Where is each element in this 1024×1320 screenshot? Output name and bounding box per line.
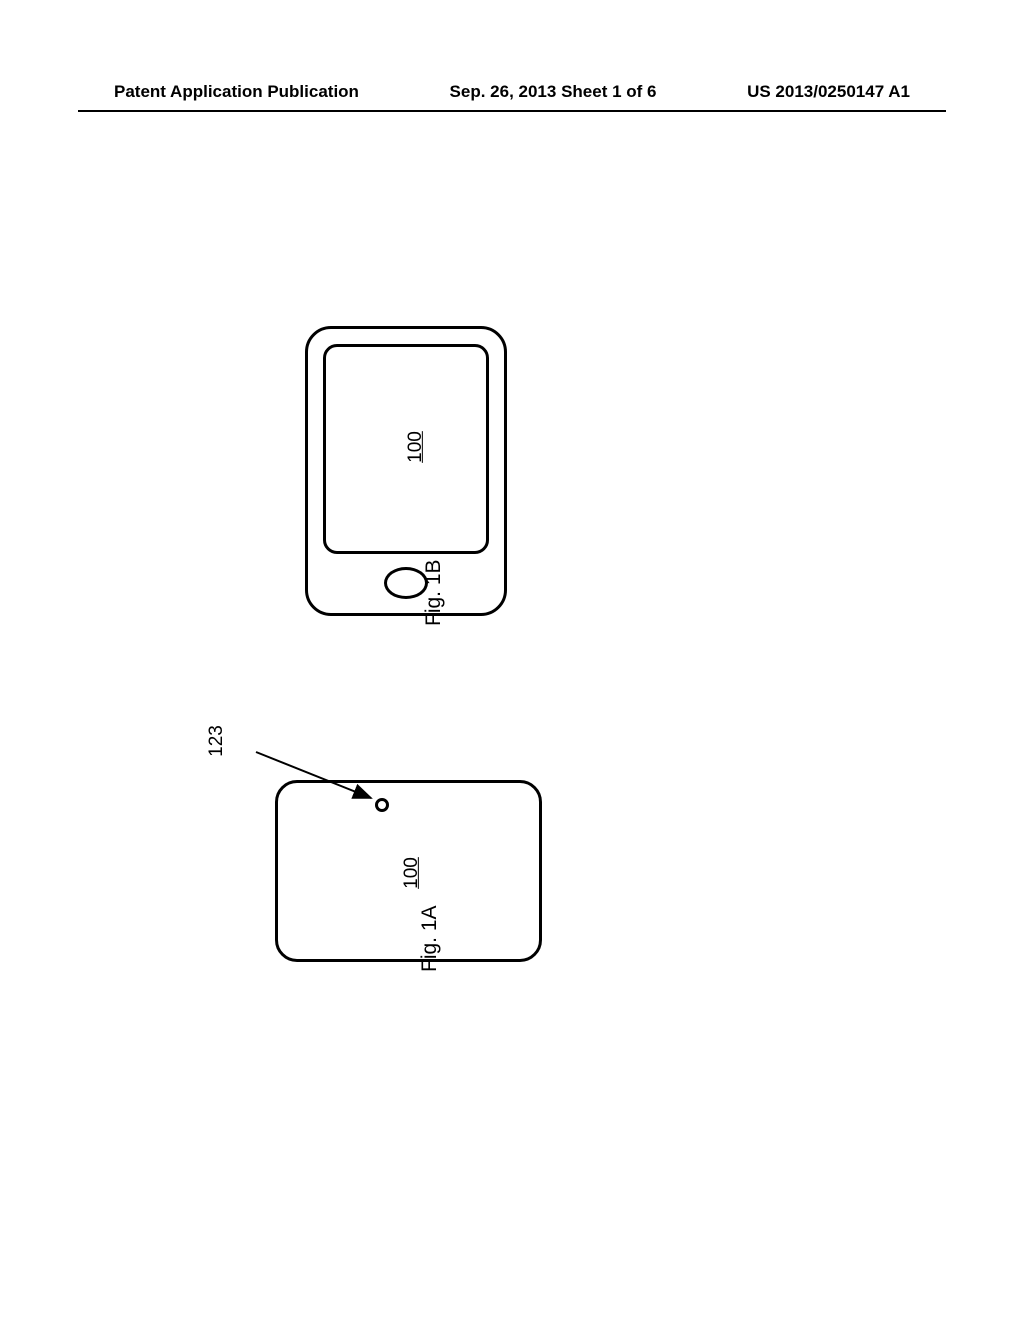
fig1b-caption: Fig. 1B bbox=[422, 559, 446, 626]
ref-100-fig1a: 100 bbox=[401, 857, 423, 889]
patent-page: Patent Application Publication Sep. 26, … bbox=[0, 0, 1024, 1320]
camera-lens-icon bbox=[375, 798, 389, 812]
fig1a-caption: Fig. 1A bbox=[418, 905, 442, 972]
ref-123: 123 bbox=[206, 725, 228, 757]
device-front bbox=[305, 326, 507, 616]
figure-area: 100 Fig. 1B 100 Fig. 1A 123 bbox=[0, 0, 1024, 1320]
ref-100-fig1b: 100 bbox=[405, 431, 427, 463]
